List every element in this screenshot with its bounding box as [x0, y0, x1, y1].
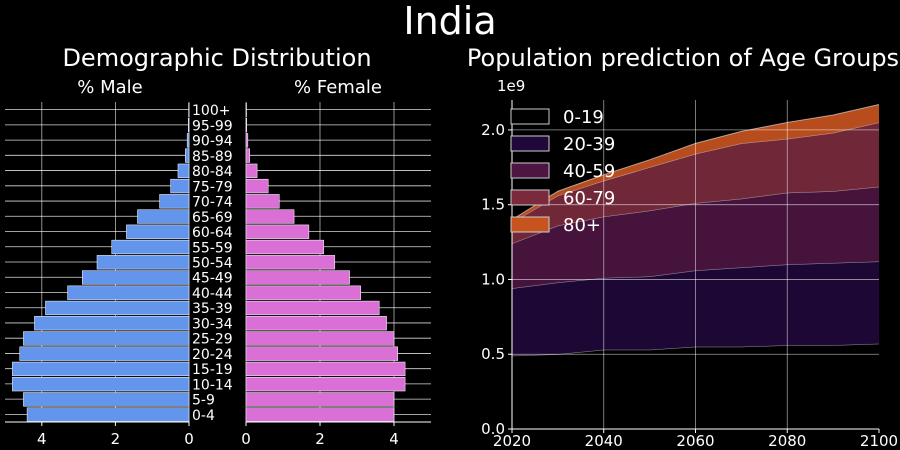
- female-bar: [245, 300, 380, 316]
- male-bar: [82, 270, 190, 285]
- male-bar: [67, 285, 190, 300]
- y-tick-label: 0.0: [481, 420, 505, 438]
- y-tick-label: 0.5: [481, 345, 505, 363]
- legend-label: 40-59: [563, 161, 615, 182]
- y-multiplier-label: 1e9: [497, 77, 525, 95]
- figure-title: India: [403, 0, 496, 43]
- age-group-label: 65-69: [192, 210, 233, 226]
- male-bar: [23, 392, 190, 407]
- y-tick-label: 1.0: [481, 270, 505, 288]
- male-bar: [137, 209, 190, 224]
- y-tick-label: 2.0: [481, 121, 505, 139]
- legend-label: 0-19: [563, 107, 604, 128]
- female-bar: [245, 377, 406, 392]
- pyramid-title: Demographic Distribution: [62, 44, 371, 72]
- legend-swatch: [510, 162, 550, 179]
- male-bar: [96, 255, 190, 270]
- male-bar: [159, 194, 190, 209]
- age-group-label: 100+: [192, 103, 230, 119]
- age-group-label: 0-4: [192, 408, 215, 424]
- age-group-label: 35-39: [192, 301, 233, 317]
- age-group-label: 60-64: [192, 225, 233, 241]
- male-bar: [126, 224, 190, 239]
- female-bar: [245, 224, 310, 239]
- age-group-label: 45-49: [192, 271, 233, 287]
- area-chart-title: Population prediction of Age Groups: [467, 44, 899, 72]
- age-group-label: 40-44: [192, 286, 233, 302]
- legend-label: 80+: [563, 215, 601, 236]
- legend-swatch: [510, 135, 550, 152]
- female-bar: [245, 178, 269, 194]
- pyramid-chart: 0-45-910-1415-1920-2425-2930-3435-3940-4…: [5, 102, 431, 448]
- female-bar: [245, 270, 350, 285]
- female-bar: [245, 361, 406, 377]
- legend-swatch: [510, 189, 550, 206]
- female-bar: [245, 331, 395, 346]
- female-axis-label: % Female: [294, 77, 382, 98]
- age-group-label: 20-24: [192, 347, 233, 363]
- male-bar: [34, 316, 190, 331]
- female-x-tick-label: 2: [315, 430, 325, 448]
- female-bar: [245, 148, 250, 163]
- male-bar: [177, 163, 190, 178]
- female-x-tick-label: 0: [241, 430, 251, 448]
- female-bar: [245, 239, 324, 255]
- age-group-label: 75-79: [192, 179, 233, 195]
- female-bar: [245, 346, 398, 361]
- age-group-label: 10-14: [192, 377, 233, 393]
- female-bar: [245, 133, 249, 148]
- female-bar: [245, 163, 258, 178]
- area-chart: 0.0 0.5 1.0 1.5 2.0 2020 2040 2060 2080 2100 0-19 2…: [481, 100, 898, 450]
- legend-label: 20-39: [563, 134, 615, 155]
- male-x-tick-label: 2: [111, 430, 121, 448]
- male-bar: [185, 148, 190, 163]
- male-axis-label: % Male: [77, 77, 142, 98]
- male-bar: [26, 407, 190, 422]
- male-bar: [186, 133, 190, 148]
- x-tick-label: 2060: [676, 432, 714, 450]
- female-bar: [245, 407, 395, 422]
- x-tick-label: 2040: [585, 432, 623, 450]
- age-group-label: 25-29: [192, 332, 233, 348]
- x-tick-label: 2020: [493, 432, 531, 450]
- male-bar: [188, 102, 190, 117]
- y-tick-label: 1.5: [481, 196, 505, 214]
- age-group-label: 90-94: [192, 134, 233, 150]
- age-group-label: 85-89: [192, 149, 233, 165]
- male-x-tick-label: 4: [37, 430, 47, 448]
- age-group-label: 95-99: [192, 118, 233, 134]
- age-group-label: 55-59: [192, 240, 233, 256]
- female-bar: [245, 194, 280, 209]
- age-group-label: 15-19: [192, 362, 233, 378]
- female-bar: [245, 316, 387, 331]
- male-bar: [23, 331, 190, 346]
- female-bar: [245, 255, 336, 270]
- legend-swatch: [510, 108, 550, 125]
- age-group-label: 70-74: [192, 195, 233, 211]
- female-bar: [245, 392, 395, 407]
- x-tick-label: 2100: [860, 432, 898, 450]
- legend-swatch: [510, 216, 550, 233]
- age-group-label: 80-84: [192, 164, 233, 180]
- legend-label: 60-79: [563, 188, 615, 209]
- female-bar: [245, 209, 295, 224]
- age-group-label: 5-9: [192, 393, 215, 409]
- male-bar: [170, 178, 190, 194]
- male-bar: [188, 117, 190, 133]
- male-bar: [19, 346, 190, 361]
- male-bar: [45, 300, 190, 316]
- age-group-label: 30-34: [192, 316, 233, 332]
- x-tick-label: 2080: [768, 432, 806, 450]
- female-bar: [245, 102, 247, 117]
- age-group-label: 50-54: [192, 256, 233, 272]
- male-bar: [111, 239, 190, 255]
- female-bar: [245, 117, 247, 133]
- male-bar: [12, 377, 190, 392]
- female-bar: [245, 285, 361, 300]
- female-x-tick-label: 4: [389, 430, 399, 448]
- male-bar: [12, 361, 190, 377]
- male-x-tick-label: 0: [184, 430, 194, 448]
